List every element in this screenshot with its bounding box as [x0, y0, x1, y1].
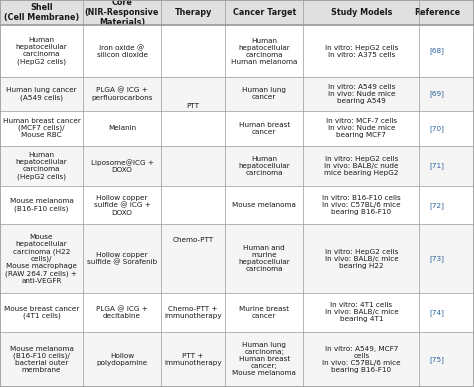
Bar	[0, 186, 474, 224]
Text: Shell
(Cell Membrane): Shell (Cell Membrane)	[4, 3, 79, 22]
Text: Chemo-PTT +
immunotherapy: Chemo-PTT + immunotherapy	[164, 306, 222, 319]
Text: Mouse melanoma: Mouse melanoma	[232, 202, 296, 208]
Bar	[0, 224, 474, 293]
Text: Therapy: Therapy	[174, 8, 212, 17]
Text: In vitro: B16-F10 cells
In vivo: C57BL/6 mice
bearing B16-F10: In vitro: B16-F10 cells In vivo: C57BL/6…	[322, 195, 401, 215]
Text: Mouse breast cancer
(4T1 cells): Mouse breast cancer (4T1 cells)	[4, 306, 79, 319]
Text: Human lung
cancer: Human lung cancer	[242, 87, 286, 100]
Text: In vitro: HepG2 cells
In vitro: A375 cells: In vitro: HepG2 cells In vitro: A375 cel…	[325, 45, 398, 58]
Text: [75]: [75]	[430, 356, 445, 363]
Text: In vitro: 4T1 cells
In vivo: BALB/c mice
bearing 4T1: In vitro: 4T1 cells In vivo: BALB/c mice…	[325, 303, 398, 322]
Text: PLGA @ ICG +
perfluorocarbons: PLGA @ ICG + perfluorocarbons	[91, 87, 153, 101]
Text: Human breast
cancer: Human breast cancer	[238, 122, 290, 135]
Text: [74]: [74]	[430, 309, 445, 316]
Text: Chemo-PTT: Chemo-PTT	[173, 236, 214, 243]
Bar	[0, 332, 474, 387]
Text: Mouse melanoma
(B16-F10 cells)/
bacterial outer
membrane: Mouse melanoma (B16-F10 cells)/ bacteria…	[9, 346, 73, 373]
Bar	[0, 146, 474, 186]
Text: Study Models: Study Models	[331, 8, 392, 17]
Text: PTT: PTT	[187, 103, 200, 108]
Text: Murine breast
cancer: Murine breast cancer	[239, 306, 289, 319]
Text: Mouse
hepatocellular
carcinoma (H22
cells)/
Mouse macrophage
(RAW 264.7 cells) +: Mouse hepatocellular carcinoma (H22 cell…	[6, 234, 77, 284]
Bar	[0, 25, 474, 77]
Text: Cancer Target: Cancer Target	[233, 8, 296, 17]
Text: Hollow copper
sulfide @ ICG +
DOXO: Hollow copper sulfide @ ICG + DOXO	[94, 195, 150, 216]
Text: In vitro: HepG2 cells
In vivo: BALB/c mice
bearing H22: In vitro: HepG2 cells In vivo: BALB/c mi…	[325, 249, 398, 269]
Text: Hollow copper
sulfide @ Sorafenib: Hollow copper sulfide @ Sorafenib	[87, 252, 157, 265]
Bar	[0, 293, 474, 332]
Text: [72]: [72]	[430, 202, 445, 209]
Text: Reference: Reference	[414, 8, 460, 17]
Text: [69]: [69]	[430, 91, 445, 97]
Text: Human
hepatocellular
carcinoma
(HepG2 cells): Human hepatocellular carcinoma (HepG2 ce…	[16, 152, 67, 180]
Text: Liposome@ICG +
DOXO: Liposome@ICG + DOXO	[91, 159, 154, 173]
Text: PLGA @ ICG +
decitabine: PLGA @ ICG + decitabine	[96, 306, 148, 319]
Bar	[0, 77, 474, 111]
Text: Mouse melanoma
(B16-F10 cells): Mouse melanoma (B16-F10 cells)	[9, 199, 73, 212]
Text: Human
hepatocellular
carcinoma: Human hepatocellular carcinoma	[238, 156, 290, 176]
Text: PTT +
immunotherapy: PTT + immunotherapy	[164, 353, 222, 366]
Text: In vitro: A549 cells
In vivo: Nude mice
bearing A549: In vitro: A549 cells In vivo: Nude mice …	[328, 84, 395, 104]
Bar	[0, 0, 474, 25]
Text: [68]: [68]	[430, 48, 445, 55]
Text: Core
(NIR-Responsive
Materials): Core (NIR-Responsive Materials)	[85, 0, 159, 27]
Text: [73]: [73]	[430, 255, 445, 262]
Text: Human
hepatocellular
carcinoma
(HepG2 cells): Human hepatocellular carcinoma (HepG2 ce…	[16, 38, 67, 65]
Text: Human
hepatocellular
carcinoma
Human melanoma: Human hepatocellular carcinoma Human mel…	[231, 38, 298, 65]
Text: In vitro: A549, MCF7
cells
In vivo: C57BL/6 mice
bearing B16-F10: In vitro: A549, MCF7 cells In vivo: C57B…	[322, 346, 401, 373]
Text: Hollow
polydopamine: Hollow polydopamine	[96, 353, 148, 366]
Text: In vitro: MCF-7 cells
In vivo: Nude mice
bearing MCF7: In vitro: MCF-7 cells In vivo: Nude mice…	[326, 118, 397, 138]
Bar	[0, 111, 474, 146]
Text: Human lung cancer
(A549 cells): Human lung cancer (A549 cells)	[6, 87, 77, 101]
Text: Human and
murine
hepatocellular
carcinoma: Human and murine hepatocellular carcinom…	[238, 245, 290, 272]
Text: [70]: [70]	[430, 125, 445, 132]
Text: [71]: [71]	[430, 163, 445, 169]
Text: In vitro: HepG2 cells
In vivo: BALB/c nude
mice bearing HepG2: In vitro: HepG2 cells In vivo: BALB/c nu…	[324, 156, 399, 176]
Text: Melanin: Melanin	[108, 125, 136, 131]
Text: Human breast cancer
(MCF7 cells)/
Mouse RBC: Human breast cancer (MCF7 cells)/ Mouse …	[2, 118, 81, 139]
Text: Human lung
carcinoma;
Human breast
cancer;
Mouse melanoma: Human lung carcinoma; Human breast cance…	[232, 342, 296, 376]
Text: Iron oxide @
silicon dioxide: Iron oxide @ silicon dioxide	[97, 45, 147, 58]
